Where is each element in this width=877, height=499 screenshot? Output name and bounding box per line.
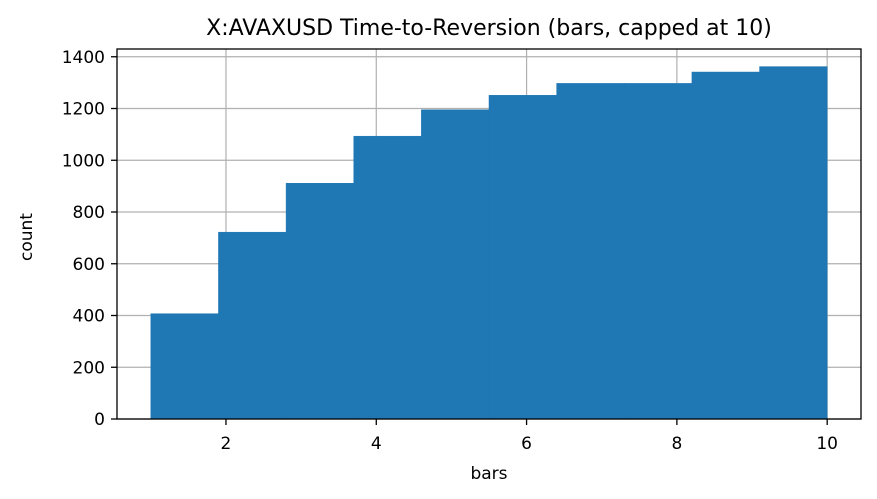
y-tick-label: 1200 bbox=[62, 100, 105, 120]
x-tick-label: 8 bbox=[671, 434, 682, 454]
histogram-bar bbox=[624, 83, 693, 420]
y-tick-label: 0 bbox=[94, 410, 105, 430]
histogram-bar bbox=[150, 313, 219, 420]
y-tick-label: 800 bbox=[73, 203, 105, 223]
histogram-bar bbox=[218, 231, 287, 420]
histogram-bar bbox=[353, 135, 422, 420]
histogram-bar bbox=[421, 109, 490, 420]
plot-frame bbox=[116, 48, 862, 420]
x-tick-label: 2 bbox=[221, 434, 232, 454]
bars-layer bbox=[150, 66, 828, 420]
x-tick-label: 6 bbox=[521, 434, 532, 454]
chart-title: X:AVAXUSD Time-to-Reversion (bars, cappe… bbox=[206, 16, 772, 41]
x-tick-label: 10 bbox=[816, 434, 838, 454]
axes-layer: 2 4 6 8 10 0 200 400 600 800 1000 1200 1400 bbox=[62, 48, 862, 454]
y-tick-label: 400 bbox=[73, 307, 105, 327]
histogram-bar bbox=[488, 95, 557, 420]
x-axis-label: bars bbox=[470, 464, 507, 484]
y-axis-label: count bbox=[17, 213, 37, 261]
histogram-bar bbox=[759, 66, 828, 420]
histogram-bar bbox=[285, 183, 354, 420]
y-tick-label: 1000 bbox=[62, 151, 105, 171]
histogram-bar bbox=[691, 71, 760, 420]
y-tick-label: 1400 bbox=[62, 48, 105, 68]
y-tick-label: 600 bbox=[73, 255, 105, 275]
y-tick-label: 200 bbox=[73, 358, 105, 378]
x-tick-label: 4 bbox=[371, 434, 382, 454]
histogram-bar bbox=[556, 83, 625, 420]
